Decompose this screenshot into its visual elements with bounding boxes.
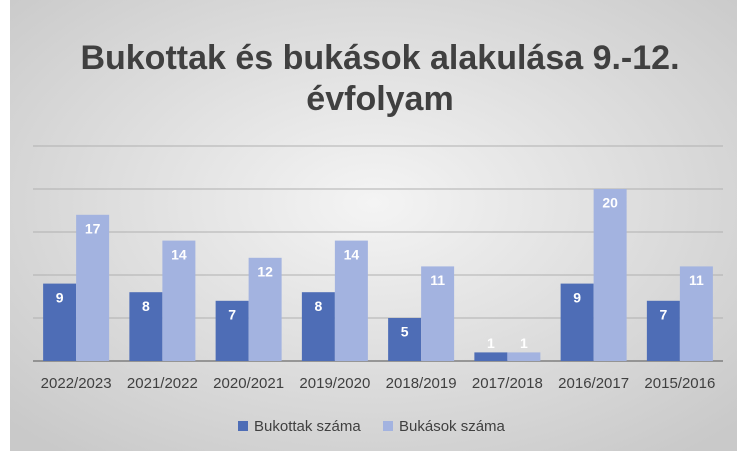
bar — [43, 283, 77, 361]
bar — [388, 318, 422, 361]
bar — [679, 266, 713, 361]
bar — [646, 300, 680, 361]
bar — [162, 240, 196, 361]
bar — [507, 352, 541, 361]
bar — [560, 283, 594, 361]
x-tick-label: 2015/2016 — [644, 375, 715, 392]
bar — [215, 300, 249, 361]
bar — [248, 257, 282, 361]
data-label: 17 — [85, 221, 101, 237]
data-label: 14 — [171, 246, 187, 262]
data-label: 11 — [430, 272, 445, 288]
bar — [334, 240, 368, 361]
x-tick-label: 2019/2020 — [299, 375, 370, 392]
x-tick-label: 2020/2021 — [213, 375, 284, 392]
data-label: 8 — [314, 298, 322, 314]
bar — [129, 292, 163, 361]
data-label: 12 — [257, 264, 273, 280]
bar — [301, 292, 335, 361]
x-tick-label: 2021/2022 — [127, 375, 198, 392]
data-label: 9 — [56, 289, 64, 305]
data-label: 1 — [520, 335, 528, 351]
data-label: 7 — [228, 307, 236, 323]
legend-label: Bukások száma — [399, 418, 506, 435]
x-tick-label: 2017/2018 — [472, 375, 543, 392]
data-label: 5 — [401, 324, 409, 340]
chart-title: Bukottak és bukások alakulása 9.-12. évfo… — [80, 39, 679, 118]
x-tick-label: 2016/2017 — [558, 375, 629, 392]
data-label: 8 — [142, 298, 150, 314]
data-label: 7 — [659, 307, 667, 323]
bar — [474, 352, 508, 361]
bar — [76, 214, 110, 361]
x-tick-label: 2018/2019 — [386, 375, 457, 392]
data-label: 11 — [689, 272, 704, 288]
bar — [421, 266, 455, 361]
x-tick-label: 2022/2023 — [41, 375, 112, 392]
data-label: 14 — [344, 246, 360, 262]
data-label: 1 — [487, 335, 495, 351]
data-label: 20 — [602, 195, 618, 211]
legend-swatch — [383, 421, 393, 431]
legend-label: Bukottak száma — [254, 418, 361, 435]
legend-swatch — [238, 421, 248, 431]
bar — [593, 189, 627, 361]
data-label: 9 — [573, 289, 581, 305]
